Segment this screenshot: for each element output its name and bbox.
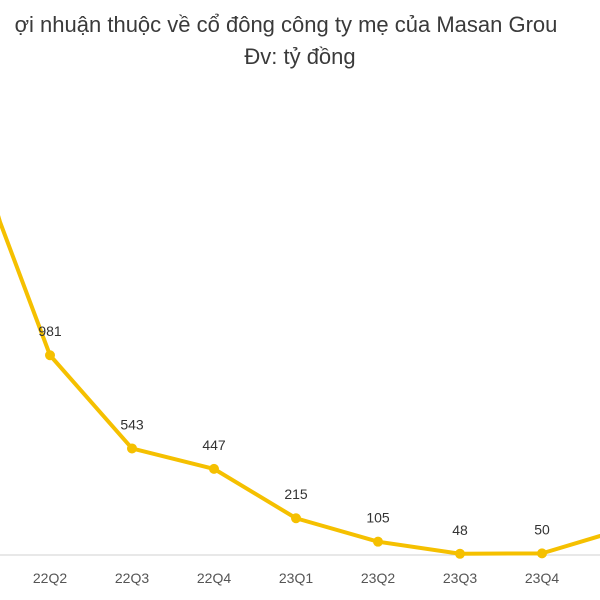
data-point [209, 463, 219, 474]
x-tick-label: 23Q2 [361, 570, 395, 586]
x-tick-label: 22Q2 [33, 570, 67, 586]
data-label: 50 [534, 521, 550, 537]
data-point [45, 350, 55, 361]
x-tick-label: 23Q3 [443, 570, 477, 586]
data-point [373, 536, 383, 547]
data-label: 543 [120, 416, 144, 432]
data-point [127, 443, 137, 454]
data-label: 48 [452, 522, 468, 538]
chart-subtitle: Đv: tỷ đồng [244, 44, 356, 69]
data-point [455, 548, 465, 559]
data-point [291, 513, 301, 524]
data-labels: 981 543 447 215 105 48 50 [38, 323, 550, 538]
chart-title: ợi nhuận thuộc về cổ đông công ty mẹ của… [14, 12, 558, 37]
data-label: 105 [366, 510, 390, 526]
x-tick-label: 22Q4 [197, 570, 231, 586]
x-tick-label: 22Q3 [115, 570, 149, 586]
x-tick-label: 23Q4 [525, 570, 559, 586]
data-points [45, 350, 547, 559]
data-label: 447 [202, 437, 226, 453]
series-line [0, 215, 600, 556]
x-tick-label: 23Q1 [279, 570, 313, 586]
x-tick-labels: 22Q2 22Q3 22Q4 23Q1 23Q2 23Q3 23Q4 [33, 570, 559, 586]
data-point [537, 548, 547, 559]
data-label: 981 [38, 323, 62, 339]
data-label: 215 [284, 486, 308, 502]
